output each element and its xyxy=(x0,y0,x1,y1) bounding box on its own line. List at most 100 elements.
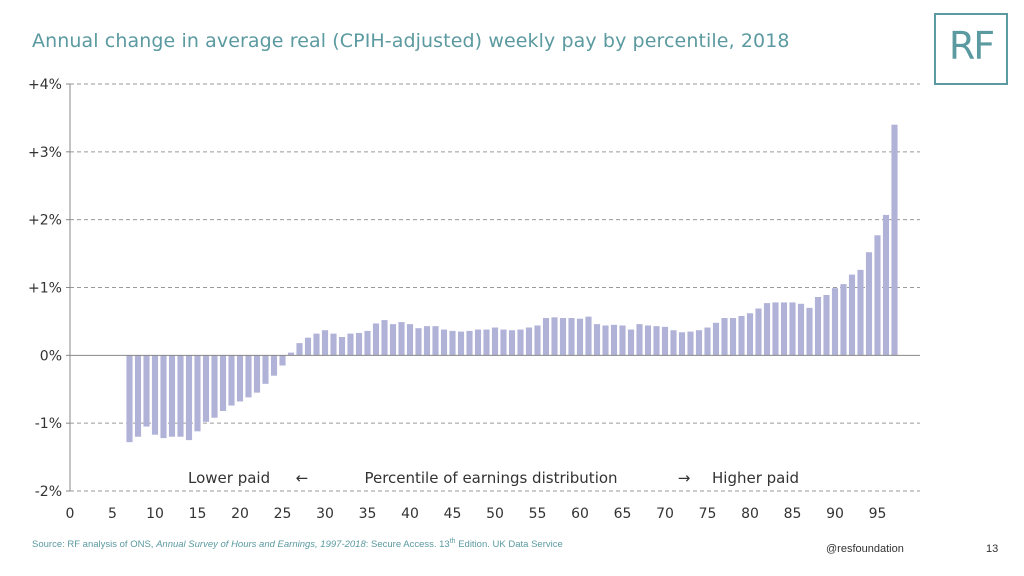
bar xyxy=(338,337,346,356)
bar xyxy=(559,318,567,356)
bar xyxy=(457,331,465,356)
bar xyxy=(406,324,414,356)
bar xyxy=(551,317,558,356)
bar xyxy=(806,307,813,356)
bar xyxy=(687,331,694,356)
bar xyxy=(695,330,703,356)
bar xyxy=(168,355,176,437)
bar xyxy=(202,355,210,422)
rf-logo: RF xyxy=(934,13,1008,85)
gridlines xyxy=(70,83,920,492)
bar xyxy=(644,325,652,356)
bar xyxy=(772,302,779,356)
bar xyxy=(738,315,745,356)
bar xyxy=(848,274,856,356)
bar xyxy=(423,326,431,356)
bar xyxy=(619,325,626,356)
x-tick-label: 75 xyxy=(699,506,717,522)
bar xyxy=(874,235,881,356)
x-tick-label: 0 xyxy=(66,506,75,522)
bar xyxy=(636,324,643,356)
x-tick-label: 25 xyxy=(274,506,292,522)
bar xyxy=(797,303,805,356)
x-tick-label: 70 xyxy=(656,506,674,522)
bar xyxy=(712,322,720,356)
x-tick-label: 90 xyxy=(826,506,844,522)
bar xyxy=(364,330,371,356)
annotation-lower-paid: Lower paid xyxy=(188,469,270,487)
bar xyxy=(729,318,737,356)
x-tick-label: 10 xyxy=(146,506,164,522)
bar xyxy=(440,329,448,356)
bar xyxy=(126,355,133,443)
bar xyxy=(542,318,550,356)
y-tick-label: +3% xyxy=(28,145,62,161)
bar xyxy=(372,323,380,356)
bars xyxy=(126,124,898,443)
bar xyxy=(585,316,592,356)
annotation-higher-paid: Higher paid xyxy=(712,469,799,487)
bar xyxy=(228,355,235,406)
x-tick-label: 55 xyxy=(529,506,547,522)
bar xyxy=(415,328,422,356)
bar xyxy=(568,318,575,356)
x-tick-label: 85 xyxy=(784,506,802,522)
bar xyxy=(466,330,473,356)
bar xyxy=(313,333,320,356)
bar xyxy=(211,355,218,418)
bar xyxy=(491,327,499,356)
y-tick-label: +1% xyxy=(28,281,62,297)
bar xyxy=(576,318,584,356)
bar xyxy=(670,330,677,356)
bar xyxy=(355,332,363,356)
bar xyxy=(381,320,388,356)
bar xyxy=(330,333,337,356)
x-tick-label: 40 xyxy=(401,506,419,522)
bar xyxy=(517,329,524,356)
bar xyxy=(279,355,286,366)
bar xyxy=(534,325,541,356)
bar xyxy=(763,303,771,356)
x-tick-label: 95 xyxy=(869,506,887,522)
y-tick-label: 0% xyxy=(40,348,62,364)
bar xyxy=(134,355,142,437)
twitter-handle: @resfoundation xyxy=(826,543,904,555)
bar xyxy=(185,355,193,441)
bar xyxy=(219,355,227,411)
bar xyxy=(432,326,439,356)
bar xyxy=(508,330,516,356)
bar xyxy=(253,355,261,393)
y-tick-label: +2% xyxy=(28,213,62,229)
bar xyxy=(882,214,890,356)
axis-annotations: Lower paid ← Percentile of earnings distri… xyxy=(188,469,799,487)
x-tick-label: 20 xyxy=(231,506,249,522)
bar xyxy=(177,355,184,437)
x-tick-label: 15 xyxy=(189,506,207,522)
source-note: Source: RF analysis of ONS, Annual Surve… xyxy=(32,538,563,551)
bar xyxy=(891,124,898,356)
bar xyxy=(194,355,201,432)
bar xyxy=(593,324,601,356)
bar xyxy=(347,333,354,356)
y-tick-label: -2% xyxy=(35,484,62,500)
bar xyxy=(270,355,278,376)
x-tick-label: 30 xyxy=(316,506,334,522)
bar xyxy=(236,355,244,402)
bar xyxy=(151,355,159,435)
x-tick-label: 50 xyxy=(486,506,504,522)
bar xyxy=(304,337,312,356)
x-tick-label: 80 xyxy=(741,506,759,522)
bar xyxy=(245,355,252,398)
bar xyxy=(831,288,839,356)
bar xyxy=(449,330,456,356)
bar xyxy=(746,313,754,356)
x-tick-label: 65 xyxy=(614,506,632,522)
bar xyxy=(389,324,397,356)
x-tick-label: 60 xyxy=(571,506,589,522)
bar xyxy=(525,327,533,356)
y-axis-ticks: +4% +3% +2% +1% 0% -1% -2% xyxy=(28,77,62,500)
x-tick-label: 5 xyxy=(108,506,117,522)
annotation-percentile: Percentile of earnings distribution xyxy=(364,469,617,487)
bar xyxy=(857,269,864,356)
